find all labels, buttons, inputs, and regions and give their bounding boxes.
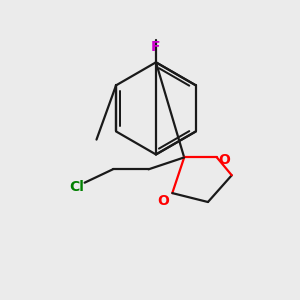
Text: Cl: Cl — [70, 180, 85, 194]
Text: O: O — [218, 153, 230, 167]
Text: O: O — [158, 194, 169, 208]
Text: F: F — [151, 40, 161, 55]
